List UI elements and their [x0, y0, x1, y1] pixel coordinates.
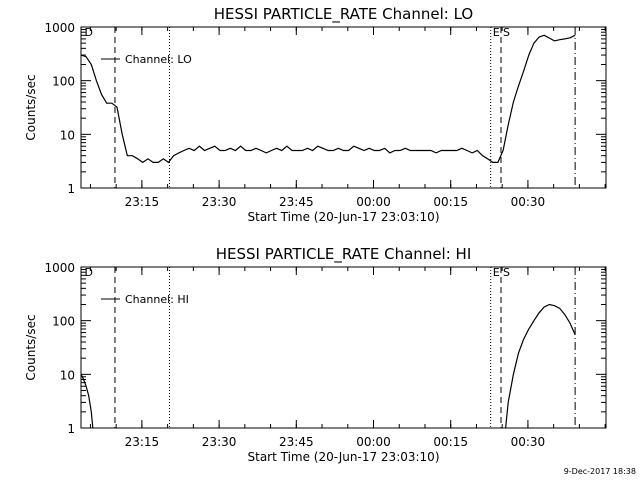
x-tick-label: 00:15 — [433, 435, 468, 449]
x-tick-label: 00:00 — [356, 435, 391, 449]
x-tick-label: 00:00 — [356, 195, 391, 209]
plot-frame — [80, 26, 607, 189]
marker-label: E — [493, 266, 500, 279]
chart-hi-channel: HESSI PARTICLE_RATE Channel: HI Counts/se… — [24, 245, 607, 464]
chart-title: HESSI PARTICLE_RATE Channel: HI — [216, 245, 472, 264]
y-axis-label: Counts/sec — [24, 314, 38, 380]
data-series-line — [80, 374, 94, 429]
y-tick-label: 10 — [60, 128, 75, 142]
marker-label: S — [503, 266, 510, 279]
x-tick-label: 23:30 — [202, 195, 237, 209]
y-tick-label: 1000 — [44, 21, 75, 35]
x-tick-label: 23:15 — [125, 195, 160, 209]
marker-label: E — [493, 26, 500, 39]
x-tick-label: 23:15 — [125, 435, 160, 449]
x-axis-label: Start Time (20-Jun-17 23:03:10) — [248, 450, 440, 464]
x-tick-label: 00:15 — [433, 195, 468, 209]
y-tick-label: 100 — [52, 315, 75, 329]
y-axis-label: Counts/sec — [24, 74, 38, 140]
x-tick-label: 23:45 — [279, 195, 314, 209]
chart-title: HESSI PARTICLE_RATE Channel: LO — [214, 5, 473, 24]
x-tick-label: 00:30 — [511, 195, 546, 209]
legend-label: Channel: LO — [125, 53, 192, 66]
y-tick-label: 100 — [52, 75, 75, 89]
chart-lo-channel: HESSI PARTICLE_RATE Channel: LO Counts/se… — [24, 5, 607, 224]
marker-label: D — [85, 26, 93, 39]
data-series-line — [80, 34, 576, 164]
legend-label: Channel: HI — [125, 293, 189, 306]
plot-frame — [80, 266, 607, 429]
x-tick-label: 23:45 — [279, 435, 314, 449]
x-axis-label: Start Time (20-Jun-17 23:03:10) — [248, 210, 440, 224]
y-tick-label: 1 — [67, 182, 75, 196]
y-tick-label: 1000 — [44, 261, 75, 275]
marker-label: S — [503, 26, 510, 39]
y-tick-label: 10 — [60, 368, 75, 382]
y-tick-label: 1 — [67, 422, 75, 436]
marker-label: D — [85, 266, 93, 279]
data-series-line — [505, 303, 576, 429]
x-tick-label: 00:30 — [511, 435, 546, 449]
footer-timestamp: 9-Dec-2017 18:38 — [564, 467, 636, 476]
x-tick-label: 23:30 — [202, 435, 237, 449]
